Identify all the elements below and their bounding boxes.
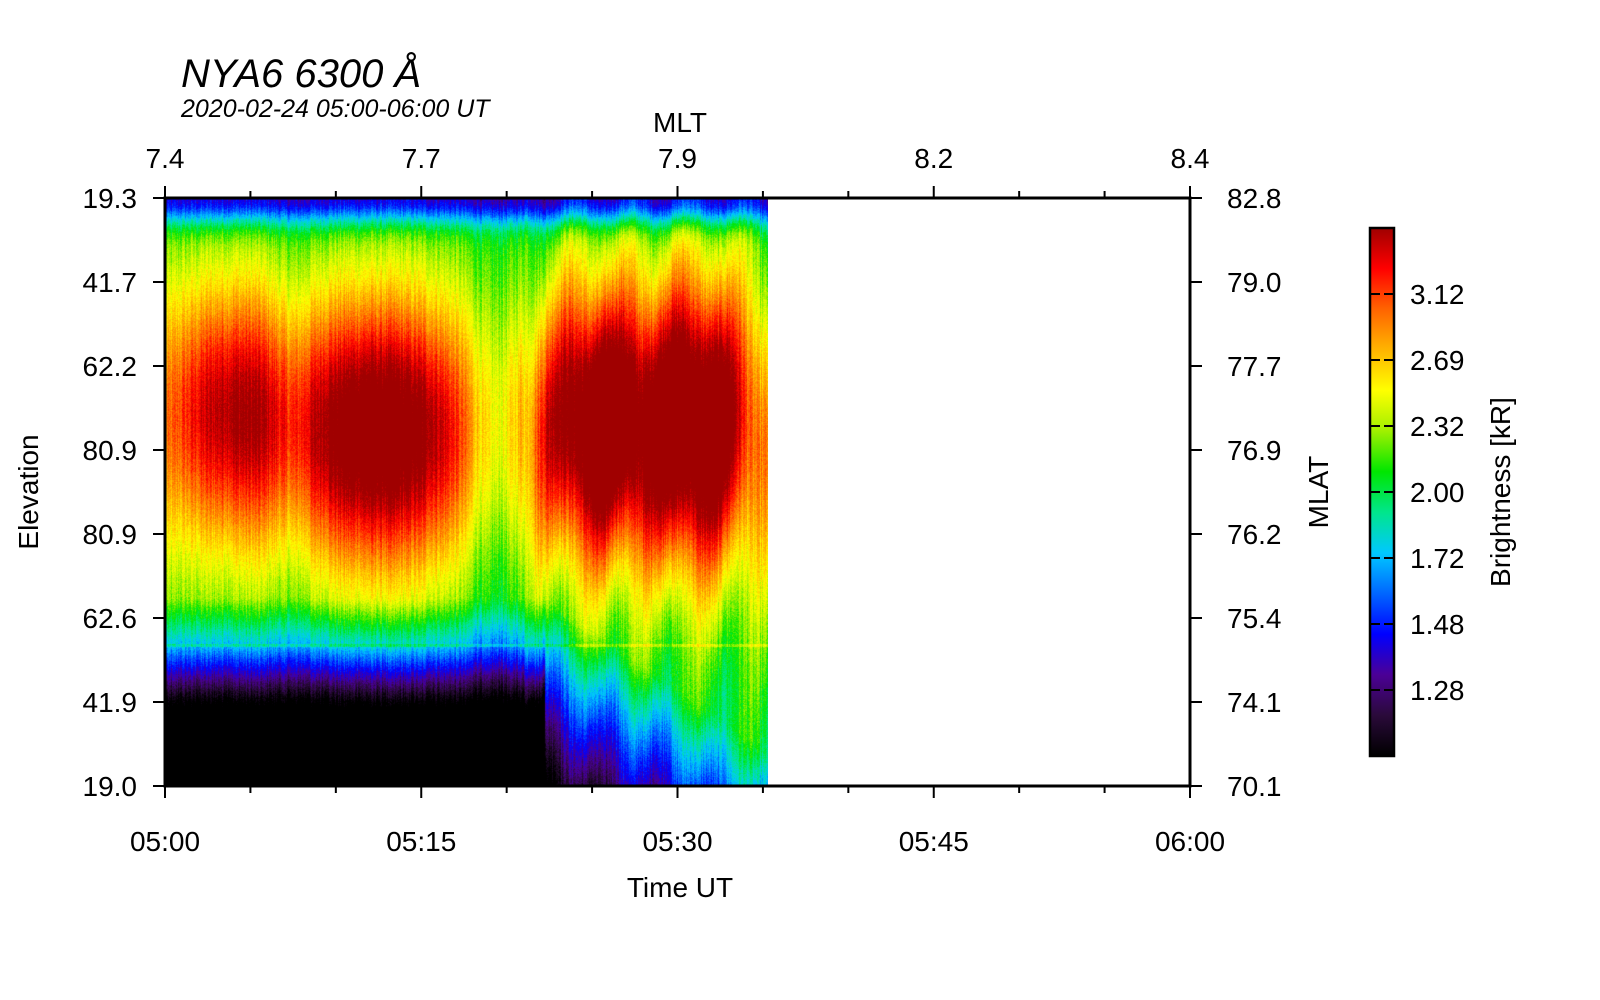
right-tick-label: 79.0: [1227, 267, 1282, 298]
y-axis-tick-labels: 19.3 41.7 62.2 80.9 80.9 62.6 41.9 19.0: [83, 183, 138, 802]
y-tick-label: 41.7: [83, 267, 138, 298]
colorbar-tick-label: 2.00: [1410, 477, 1465, 508]
right-tick-label: 76.9: [1227, 435, 1282, 466]
right-tick-label: 70.1: [1227, 771, 1282, 802]
y-tick-label: 19.0: [83, 771, 138, 802]
y-tick-label: 62.2: [83, 351, 138, 382]
x-tick-label: 05:30: [642, 826, 712, 857]
colorbar-tick-label: 1.28: [1410, 675, 1465, 706]
x-tick-label: 06:00: [1155, 826, 1225, 857]
right-axis-label: MLAT: [1303, 456, 1334, 529]
colorbar-tick-labels: 3.12 2.69 2.32 2.00 1.72 1.48 1.28: [1370, 279, 1465, 706]
colorbar-tick-label: 2.32: [1410, 411, 1465, 442]
y-tick-label: 80.9: [83, 435, 138, 466]
heatmap-image: [165, 198, 768, 786]
y-tick-label: 62.6: [83, 603, 138, 634]
colorbar-label: Brightness [kR]: [1485, 397, 1516, 587]
x-tick-label: 05:00: [130, 826, 200, 857]
colorbar-tick-label: 2.69: [1410, 345, 1465, 376]
top-tick-label: 8.2: [914, 143, 953, 174]
y-tick-label: 41.9: [83, 687, 138, 718]
x-axis-tick-labels: 05:00 05:15 05:30 05:45 06:00: [130, 826, 1225, 857]
top-tick-label: 7.9: [658, 143, 697, 174]
x-tick-label: 05:15: [386, 826, 456, 857]
right-axis-tick-labels: 82.8 79.0 77.7 76.9 76.2 75.4 74.1 70.1: [1227, 183, 1282, 802]
x-axis-label: Time UT: [627, 872, 733, 903]
right-tick-label: 76.2: [1227, 519, 1282, 550]
top-axis-tick-labels: 7.4 7.7 7.9 8.2 8.4: [146, 143, 1210, 174]
y-tick-label: 19.3: [83, 183, 138, 214]
y-axis-label: Elevation: [13, 434, 44, 549]
right-tick-label: 74.1: [1227, 687, 1282, 718]
y-tick-label: 80.9: [83, 519, 138, 550]
top-tick-label: 7.7: [402, 143, 441, 174]
x-tick-label: 05:45: [899, 826, 969, 857]
axis-ticks: [153, 186, 1202, 798]
chart-subtitle: 2020-02-24 05:00-06:00 UT: [180, 95, 491, 123]
colorbar-tick-label: 3.12: [1410, 279, 1465, 310]
right-tick-label: 75.4: [1227, 603, 1282, 634]
right-tick-label: 77.7: [1227, 351, 1282, 382]
chart-title: NYA6 6300 Å: [181, 51, 421, 96]
colorbar-tick-label: 1.48: [1410, 609, 1465, 640]
top-axis-label: MLT: [653, 107, 707, 138]
colorbar-tick-label: 1.72: [1410, 543, 1465, 574]
top-tick-label: 7.4: [146, 143, 185, 174]
right-tick-label: 82.8: [1227, 183, 1282, 214]
heatmap: [165, 198, 1190, 786]
top-tick-label: 8.4: [1171, 143, 1210, 174]
